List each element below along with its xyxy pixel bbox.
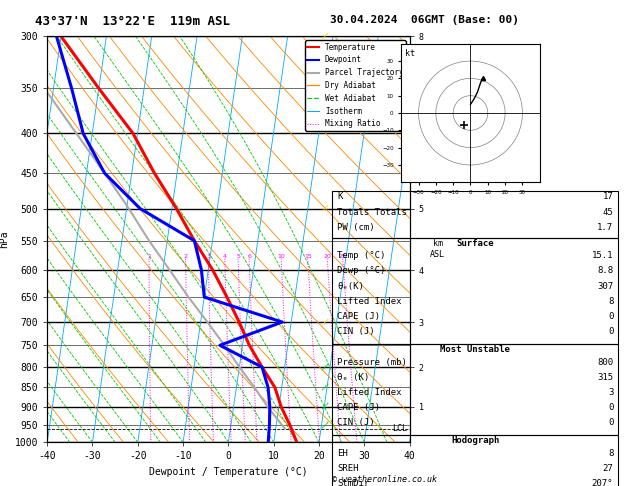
Text: /: / [320,382,328,393]
Text: /: / [320,420,328,430]
Text: θₑ(K): θₑ(K) [337,281,364,291]
Text: /: / [320,362,328,372]
Text: 5: 5 [236,254,240,259]
Legend: Temperature, Dewpoint, Parcel Trajectory, Dry Adiabat, Wet Adiabat, Isotherm, Mi: Temperature, Dewpoint, Parcel Trajectory… [305,40,406,131]
Text: 25: 25 [339,254,347,259]
Text: 0: 0 [608,418,613,427]
Text: 207°: 207° [592,479,613,486]
Text: PW (cm): PW (cm) [337,223,375,232]
Text: CIN (J): CIN (J) [337,418,375,427]
Text: kt: kt [404,49,415,58]
Text: Temp (°C): Temp (°C) [337,251,386,260]
Text: CAPE (J): CAPE (J) [337,403,380,412]
Text: /: / [320,401,328,412]
Text: CAPE (J): CAPE (J) [337,312,380,321]
Text: 45: 45 [603,208,613,217]
Text: 315: 315 [597,373,613,382]
Text: 2: 2 [184,254,187,259]
Text: K: K [337,192,343,202]
Text: 1.7: 1.7 [597,223,613,232]
Text: 30.04.2024  06GMT (Base: 00): 30.04.2024 06GMT (Base: 00) [330,15,519,25]
Text: Most Unstable: Most Unstable [440,345,510,354]
Text: θₑ (K): θₑ (K) [337,373,369,382]
Text: 27: 27 [603,464,613,473]
Text: 15.1: 15.1 [592,251,613,260]
Text: /: / [320,31,328,42]
Text: 0: 0 [608,403,613,412]
Text: 0: 0 [608,327,613,336]
Text: 0: 0 [608,312,613,321]
Text: 8: 8 [608,449,613,458]
Text: EH: EH [337,449,348,458]
Text: Lifted Index: Lifted Index [337,388,402,397]
Text: CIN (J): CIN (J) [337,327,375,336]
Text: Pressure (mb): Pressure (mb) [337,358,407,367]
Text: Totals Totals: Totals Totals [337,208,407,217]
Text: Hodograph: Hodograph [451,436,499,446]
Text: 8: 8 [608,296,613,306]
Text: 15: 15 [304,254,311,259]
Text: 8.8: 8.8 [597,266,613,276]
Text: 4: 4 [223,254,227,259]
Text: StmDir: StmDir [337,479,369,486]
Text: /: / [320,204,328,214]
Text: 800: 800 [597,358,613,367]
Text: 20: 20 [323,254,331,259]
Text: 10: 10 [277,254,285,259]
Text: 43°37'N  13°22'E  119m ASL: 43°37'N 13°22'E 119m ASL [35,15,230,28]
Y-axis label: hPa: hPa [0,230,9,248]
Text: 307: 307 [597,281,613,291]
Y-axis label: km
ASL: km ASL [430,240,445,259]
Text: 3: 3 [608,388,613,397]
Text: 6: 6 [247,254,251,259]
Text: Lifted Index: Lifted Index [337,296,402,306]
X-axis label: Dewpoint / Temperature (°C): Dewpoint / Temperature (°C) [149,467,308,477]
Text: SREH: SREH [337,464,359,473]
Text: Dewp (°C): Dewp (°C) [337,266,386,276]
Text: /: / [320,317,328,327]
Text: 1: 1 [147,254,151,259]
Text: LCL: LCL [392,424,408,433]
Text: Surface: Surface [457,239,494,248]
Text: © weatheronline.co.uk: © weatheronline.co.uk [332,474,437,484]
Text: 17: 17 [603,192,613,202]
Text: 3: 3 [206,254,210,259]
